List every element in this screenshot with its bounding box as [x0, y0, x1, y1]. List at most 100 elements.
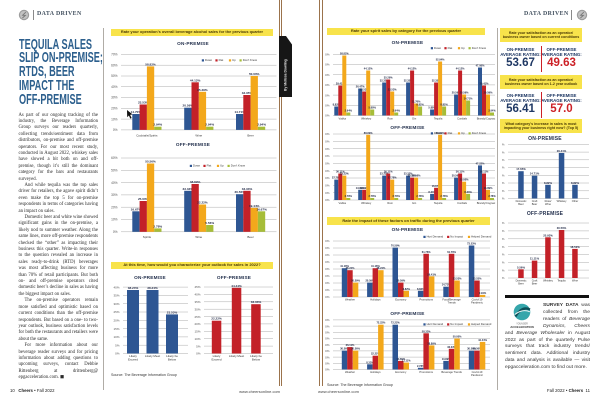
svg-text:Brandy/Cognac: Brandy/Cognac [477, 117, 496, 121]
svg-text:35%: 35% [502, 221, 505, 225]
svg-text:8.33%: 8.33% [366, 360, 374, 364]
svg-text:Beverage Trends: Beverage Trends [441, 370, 462, 374]
svg-text:30.56%: 30.56% [234, 190, 245, 194]
svg-text:90%: 90% [325, 132, 330, 136]
svg-text:61.76%: 61.76% [422, 250, 431, 254]
svg-text:Covid-19: Covid-19 [472, 370, 483, 374]
svg-text:2.94%: 2.94% [153, 123, 162, 127]
svg-text:Down: Down [434, 131, 442, 135]
svg-text:30%: 30% [325, 83, 330, 87]
svg-text:70%: 70% [325, 246, 330, 250]
svg-text:45%: 45% [194, 285, 200, 289]
svg-text:20%: 20% [325, 184, 330, 188]
svg-text:29.41%: 29.41% [557, 149, 567, 153]
svg-text:2.78%: 2.78% [488, 194, 496, 198]
svg-text:26.47%: 26.47% [356, 85, 365, 89]
svg-text:20%: 20% [502, 245, 505, 249]
svg-text:2.94%: 2.94% [205, 123, 214, 127]
svg-text:8.82%: 8.82% [333, 103, 341, 107]
svg-text:13.89%: 13.89% [356, 186, 365, 190]
svg-text:Beer: Beer [518, 282, 524, 286]
svg-text:30%: 30% [113, 302, 119, 306]
svg-text:20.59%: 20.59% [396, 279, 405, 283]
svg-text:58.82%: 58.82% [145, 62, 156, 66]
svg-text:8.82%: 8.82% [440, 103, 448, 107]
svg-text:30.56%: 30.56% [351, 347, 360, 351]
svg-text:25%: 25% [502, 237, 505, 241]
svg-text:Up: Up [461, 131, 465, 135]
svg-text:36.11%: 36.11% [456, 170, 465, 174]
svg-text:8.82%: 8.82% [544, 181, 552, 185]
svg-text:5.88%: 5.88% [428, 106, 436, 110]
svg-text:60%: 60% [325, 331, 330, 335]
svg-text:27.78%: 27.78% [388, 176, 397, 180]
svg-text:Economy: Economy [395, 298, 407, 302]
svg-text:10%: 10% [502, 261, 505, 265]
svg-text:11.11%: 11.11% [530, 257, 540, 261]
svg-text:35%: 35% [502, 143, 505, 147]
svg-text:40%: 40% [194, 293, 200, 297]
svg-text:33.33%: 33.33% [242, 187, 253, 191]
svg-text:By Melissa Dowling: By Melissa Dowling [284, 59, 288, 91]
svg-text:35%: 35% [113, 294, 119, 298]
svg-text:5%: 5% [502, 268, 505, 272]
svg-text:0%: 0% [325, 114, 330, 118]
svg-text:15%: 15% [113, 327, 119, 331]
svg-text:41.18%: 41.18% [371, 264, 380, 268]
svg-text:Up: Up [232, 58, 236, 62]
svg-text:0%: 0% [502, 276, 505, 280]
svg-text:Craft: Craft [532, 199, 538, 203]
svg-text:60%: 60% [325, 154, 330, 158]
svg-text:8.82%: 8.82% [571, 181, 579, 185]
svg-text:15%: 15% [194, 330, 200, 334]
svg-text:29.41%: 29.41% [336, 82, 345, 86]
svg-text:40%: 40% [113, 285, 119, 289]
svg-text:30%: 30% [111, 96, 118, 100]
svg-text:Flat: Flat [448, 131, 453, 135]
svg-text:5.56%: 5.56% [205, 221, 214, 225]
svg-text:17.65%: 17.65% [516, 167, 526, 171]
svg-text:Wine: Wine [572, 279, 578, 283]
svg-text:50%: 50% [325, 63, 330, 67]
svg-text:80%: 80% [325, 239, 330, 243]
svg-text:44.12%: 44.12% [408, 67, 417, 71]
svg-text:2.78%: 2.78% [369, 194, 377, 198]
svg-text:14.71%: 14.71% [464, 97, 473, 101]
svg-text:11.11%: 11.11% [402, 359, 411, 363]
svg-text:20.59%: 20.59% [351, 279, 360, 283]
svg-text:20.59%: 20.59% [365, 279, 374, 283]
svg-text:0%: 0% [113, 230, 118, 234]
svg-text:32.35%: 32.35% [432, 79, 441, 83]
svg-text:10%: 10% [325, 104, 330, 108]
svg-text:40%: 40% [111, 85, 118, 89]
svg-text:Don’t Know: Don’t Know [231, 164, 246, 168]
svg-text:20.59%: 20.59% [484, 91, 493, 95]
svg-text:38.24%: 38.24% [128, 286, 139, 290]
svg-text:50%: 50% [111, 74, 118, 78]
svg-text:5%: 5% [502, 189, 505, 193]
svg-text:20%: 20% [325, 281, 330, 285]
svg-text:Pandemic: Pandemic [471, 373, 484, 377]
svg-text:30%: 30% [502, 229, 505, 233]
svg-text:Domestic: Domestic [516, 279, 528, 283]
svg-text:Holidays: Holidays [370, 370, 381, 374]
svg-text:Vodka: Vodka [339, 117, 347, 121]
svg-text:70%: 70% [111, 53, 118, 57]
svg-text:60%: 60% [111, 156, 118, 160]
svg-text:Spirits: Spirits [143, 235, 152, 239]
svg-text:19.44%: 19.44% [249, 204, 260, 208]
svg-text:35.29%: 35.29% [197, 88, 208, 92]
svg-text:8.33%: 8.33% [428, 190, 436, 194]
svg-text:Likely: Likely [129, 354, 137, 358]
svg-text:Exceed: Exceed [128, 357, 138, 361]
svg-text:Cordials: Cordials [457, 117, 468, 121]
svg-text:33.33%: 33.33% [340, 172, 349, 176]
svg-text:8.82%: 8.82% [416, 103, 424, 107]
svg-text:Tequila: Tequila [557, 279, 566, 283]
svg-text:40%: 40% [325, 73, 330, 77]
svg-text:2.94%: 2.94% [345, 109, 353, 113]
svg-text:72.22%: 72.22% [376, 321, 385, 325]
svg-text:20%: 20% [113, 319, 119, 323]
svg-text:30%: 30% [325, 274, 330, 278]
svg-text:30%: 30% [502, 150, 505, 154]
